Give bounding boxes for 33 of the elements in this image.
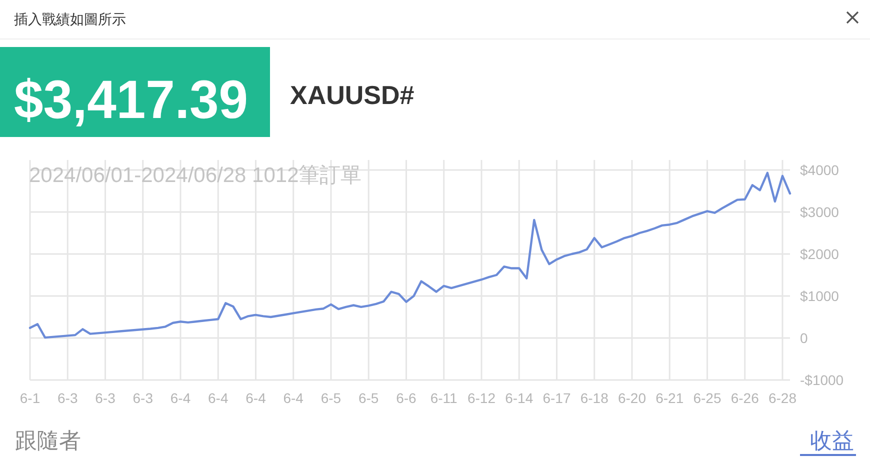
x-tick-label: 6-4: [170, 390, 191, 406]
y-tick-label: 0: [800, 330, 808, 346]
x-tick-label: 6-17: [542, 390, 571, 406]
text: 跟隨者: [15, 428, 81, 453]
x-tick-label: 6-4: [283, 390, 304, 406]
y-tick-label: $3000: [800, 204, 840, 220]
x-tick-label: 6-6: [396, 390, 417, 406]
x-tick-label: 6-18: [580, 390, 609, 406]
x-tick-label: 6-4: [246, 390, 266, 406]
text: 插入戰績如圖所示: [14, 11, 126, 27]
y-tick-label: $4000: [800, 162, 840, 178]
x-tick-label: 6-25: [693, 390, 722, 406]
x-tick-label: 6-12: [467, 390, 496, 406]
x-tick-label: 6-3: [58, 390, 78, 406]
y-tick-label: $1000: [800, 288, 840, 304]
x-tick-label: 6-14: [505, 390, 534, 406]
x-tick-label: 6-3: [132, 390, 154, 406]
x-tick-label: 6-11: [430, 390, 458, 406]
x-tick-label: 6-4: [208, 390, 228, 406]
x-tick-label: 6-20: [618, 390, 646, 406]
y-tick-label: $2000: [800, 246, 840, 262]
x-tick-label: 6-3: [95, 390, 116, 406]
text: XAUUSD#: [290, 80, 415, 110]
chart-title: 2024/06/01-2024/06/28 1012筆訂單: [29, 164, 362, 187]
x-tick-label: 6-21: [656, 390, 684, 406]
x-tick-label: 6-26: [730, 390, 760, 406]
y-tick-label: -$1000: [800, 372, 844, 388]
x-tick-label: 6-5: [358, 390, 379, 406]
text: 收益: [810, 428, 854, 453]
text: $3,417.39: [14, 70, 254, 130]
x-tick-label: 6-28: [768, 390, 797, 406]
x-tick-label: 6-1: [20, 390, 40, 406]
x-tick-label: 6-5: [320, 390, 342, 406]
